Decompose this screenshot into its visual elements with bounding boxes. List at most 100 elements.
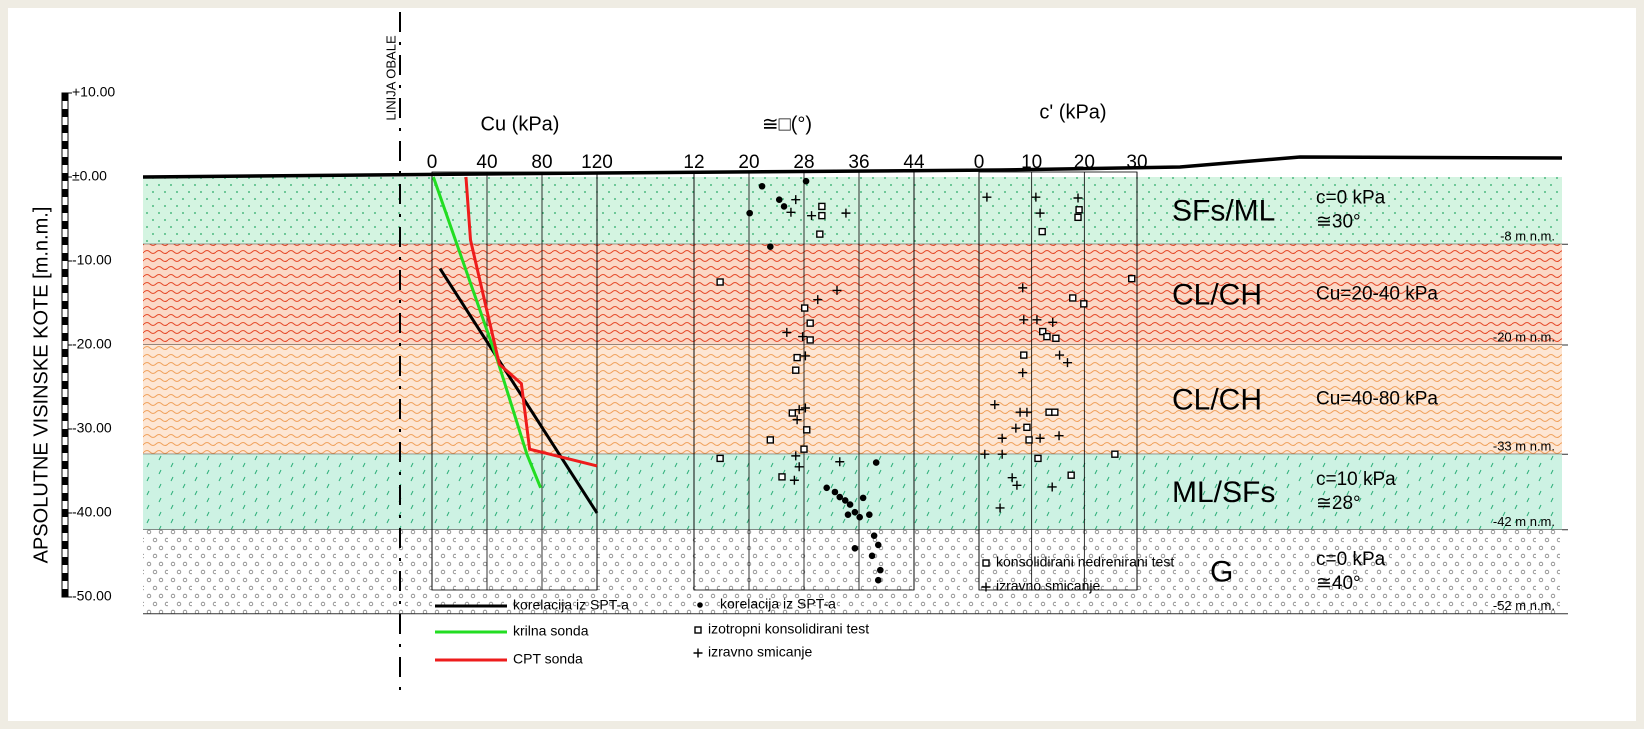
soil-layer	[143, 244, 1562, 345]
data-point	[800, 304, 809, 312]
data-point	[980, 449, 990, 459]
data-point	[835, 457, 845, 467]
data-point	[782, 327, 792, 337]
x-tick-label: 20	[738, 152, 759, 173]
legend-label: korelacija iz SPT-a	[720, 596, 836, 612]
data-point	[1128, 274, 1136, 283]
layer-bottom-label: -33 m n.m.	[1493, 439, 1555, 454]
data-point	[1054, 431, 1064, 441]
x-tick-label: 0	[974, 152, 985, 173]
soil-layer	[143, 454, 1562, 530]
data-point	[823, 484, 830, 492]
data-point	[802, 177, 810, 185]
y-tick-label: -30.00	[72, 420, 112, 436]
data-point	[789, 475, 799, 485]
data-point	[1022, 407, 1032, 417]
data-point	[997, 449, 1007, 459]
data-point	[806, 336, 814, 344]
data-point	[1067, 471, 1075, 479]
layer-parameter: ≅30°	[1316, 212, 1361, 233]
legend-label: izravno smicanje	[996, 578, 1100, 594]
data-point	[778, 473, 786, 481]
data-point	[870, 532, 878, 539]
data-point	[807, 211, 817, 221]
panel-title: Cu (kPa)	[481, 113, 560, 135]
x-tick-label: 36	[848, 152, 869, 173]
data-point	[831, 488, 839, 496]
layer-bottom-label: -42 m n.m.	[1493, 514, 1555, 529]
soil-layer	[143, 345, 1562, 455]
layer-name: ML/SFs	[1172, 476, 1275, 509]
y-tick-label: -20.00	[72, 336, 112, 352]
data-point	[806, 319, 814, 327]
layer-parameter: Cu=20-40 kPa	[1316, 284, 1438, 305]
data-point	[1018, 283, 1028, 293]
data-point	[1011, 423, 1021, 433]
data-point	[874, 541, 882, 549]
soil-layer	[143, 177, 1562, 245]
data-point	[786, 207, 796, 217]
data-point	[1048, 317, 1058, 327]
panel-title: c' (kPa)	[1039, 101, 1106, 123]
data-point	[1018, 368, 1028, 378]
data-point	[1038, 227, 1046, 236]
layer-parameter: ≅40°	[1316, 573, 1361, 594]
layer-name: G	[1210, 556, 1233, 589]
data-point	[793, 353, 801, 362]
legend-swatch	[981, 582, 991, 592]
data-point	[813, 295, 823, 305]
x-tick-label: 0	[427, 152, 438, 173]
data-point	[1074, 213, 1082, 222]
data-point	[844, 511, 852, 518]
data-point	[1023, 423, 1031, 432]
data-point	[997, 433, 1007, 443]
y-tick-label: -50.00	[72, 588, 112, 604]
layer-name: CL/CH	[1172, 384, 1262, 417]
data-point	[800, 351, 810, 361]
data-point	[846, 501, 854, 508]
data-point	[788, 409, 797, 417]
data-line	[438, 267, 599, 514]
data-point	[851, 508, 859, 516]
legend-label: CPT sonda	[513, 651, 583, 667]
legend-swatch	[694, 626, 702, 634]
data-point	[1080, 300, 1088, 308]
data-point	[792, 366, 800, 374]
layer-parameter: c=0 kPa	[1316, 549, 1386, 570]
data-point	[832, 285, 842, 295]
data-point	[1062, 358, 1072, 368]
data-point	[1020, 351, 1028, 359]
axis-label: APSOLUTNE VISINSKE KOTE [m.n.m.]	[30, 207, 52, 564]
data-point	[874, 576, 882, 584]
y-tick-label: +10.00	[72, 84, 115, 100]
data-point	[758, 182, 766, 190]
x-tick-label: 80	[531, 152, 552, 173]
data-point	[1019, 315, 1029, 325]
legend-label: korelacija iz SPT-a	[513, 597, 629, 613]
legend-swatch	[693, 648, 703, 658]
data-point	[1035, 433, 1045, 443]
x-tick-label: 44	[903, 152, 925, 173]
data-point	[836, 493, 844, 501]
x-tick-label: 30	[1126, 152, 1147, 173]
data-point	[995, 503, 1005, 513]
data-point	[1035, 208, 1045, 218]
soil-layer	[143, 529, 1562, 614]
layer-name: SFs/ML	[1172, 195, 1275, 228]
layer-parameter: ≅28°	[1316, 493, 1361, 514]
panel-title: ≅□(°)	[762, 113, 812, 135]
data-point	[859, 494, 867, 502]
data-point	[716, 278, 724, 286]
data-point	[792, 415, 802, 425]
data-point	[1032, 315, 1042, 325]
data-point	[872, 459, 880, 466]
data-point	[794, 462, 804, 472]
legend-label: izotropni konsolidirani test	[708, 621, 869, 637]
data-point	[1025, 436, 1033, 444]
data-point	[1034, 454, 1042, 463]
data-line	[431, 176, 543, 489]
data-point	[982, 192, 992, 202]
data-point	[1039, 327, 1047, 336]
panel: 0 40 80 120 Cu (kPa) korelacija iz SPT-a kriln…	[427, 113, 629, 666]
